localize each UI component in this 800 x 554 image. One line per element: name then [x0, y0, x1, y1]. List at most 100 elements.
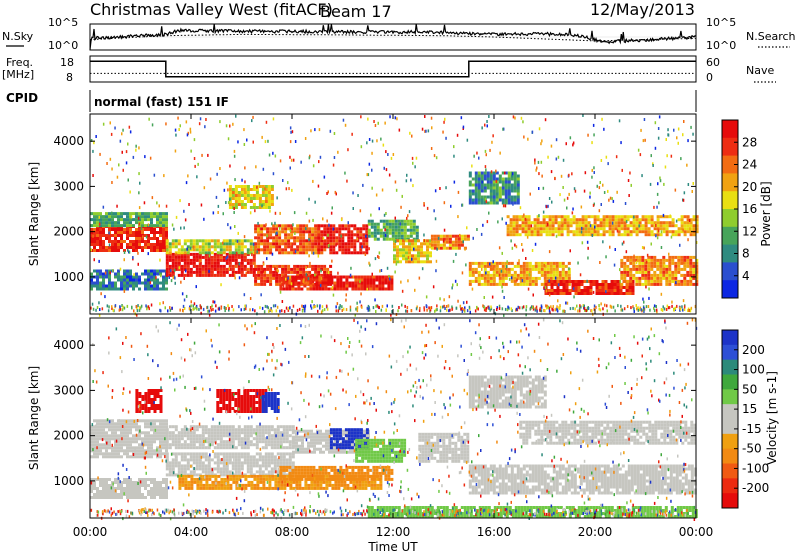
heat-cell [105, 496, 108, 499]
heat-speck [323, 308, 326, 312]
heat-cell [560, 227, 564, 231]
heat-cell [671, 258, 675, 262]
heat-cell [231, 188, 235, 191]
heat-cell [177, 452, 181, 456]
heat-cell [126, 434, 129, 438]
heat-speck [543, 219, 545, 223]
heat-cell [165, 261, 169, 265]
heat-cell [120, 428, 123, 432]
heat-cell [117, 221, 120, 225]
heat-cell [471, 183, 475, 187]
heat-cell [216, 461, 220, 465]
heat-cell [96, 487, 99, 490]
heat-cell [671, 279, 675, 283]
heat-cell [272, 239, 276, 243]
heat-cell [272, 227, 276, 231]
heat-cell [284, 236, 288, 240]
heat-speck [167, 309, 169, 313]
heat-speck [201, 153, 203, 157]
heat-speck [473, 154, 475, 158]
heat-speck [368, 138, 371, 141]
heat-cell [477, 261, 481, 265]
heat-cell [567, 261, 571, 265]
heat-cell [201, 242, 205, 246]
heat-cell [254, 230, 258, 234]
heat-cell [367, 219, 371, 223]
heat-speck [436, 304, 438, 308]
heat-cell [266, 245, 270, 249]
heat-cell [412, 225, 416, 229]
heat-cell [240, 203, 244, 206]
heat-cell [293, 236, 297, 240]
heat-cell [391, 234, 395, 238]
heat-cell [549, 276, 553, 280]
heat-cell [147, 437, 150, 441]
heat-cell [90, 437, 93, 441]
heat-cell [504, 276, 508, 280]
heat-speck [621, 308, 624, 312]
heat-cell [234, 467, 238, 471]
heat-cell [258, 455, 262, 459]
heat-cell [153, 278, 156, 282]
heat-cell [509, 224, 513, 228]
heat-cell [99, 215, 102, 219]
heat-cell [362, 227, 366, 231]
heat-cell [513, 186, 517, 190]
heat-cell [138, 484, 141, 487]
heat-speck [340, 218, 343, 222]
heat-cell [132, 490, 135, 493]
heat-cell [105, 249, 108, 252]
heat-cell [105, 493, 108, 496]
heat-speck [110, 132, 113, 136]
heat-speck [461, 203, 464, 207]
heat-cell [623, 279, 627, 283]
heat-cell [641, 215, 645, 219]
heat-cell [641, 224, 645, 228]
heat-cell [536, 215, 540, 219]
colorbar-swatch [722, 137, 738, 157]
heat-cell [344, 245, 348, 249]
heat-cell [123, 478, 126, 481]
heat-cell [345, 287, 349, 291]
heat-cell [246, 200, 250, 203]
heat-cell [237, 197, 241, 200]
heat-cell [665, 276, 669, 280]
heat-speck [391, 310, 393, 313]
heat-cell [93, 231, 96, 234]
heat-cell [108, 443, 111, 447]
heat-cell [533, 230, 537, 234]
heat-cell [162, 231, 165, 234]
heat-cell [249, 242, 253, 246]
heat-cell [329, 242, 333, 246]
heat-speck [121, 150, 123, 154]
heat-cell [524, 221, 528, 225]
heat-speck [538, 187, 540, 190]
heat-cell [605, 218, 609, 222]
heat-speck [285, 306, 288, 310]
heat-cell [332, 224, 336, 228]
heat-speck [568, 173, 570, 177]
heat-speck [453, 154, 455, 158]
heat-speck [582, 304, 584, 308]
heat-cell [183, 251, 187, 255]
heat-speck [476, 228, 478, 231]
heat-cell [471, 270, 475, 274]
heat-speck [501, 251, 503, 255]
heat-cell [129, 218, 132, 222]
heat-speck [310, 306, 313, 310]
heat-speck [395, 262, 398, 266]
heat-speck [302, 307, 305, 311]
heat-cell [135, 284, 138, 288]
heat-speck [418, 276, 421, 280]
heat-speck [96, 306, 99, 309]
heat-cell [613, 280, 617, 283]
heat-cell [629, 255, 633, 259]
heat-cell [93, 487, 96, 490]
heat-speck [555, 307, 558, 311]
heat-cell [483, 171, 487, 175]
heat-cell [129, 281, 132, 285]
heat-speck [489, 308, 491, 312]
heat-cell [584, 233, 588, 237]
heat-cell [513, 183, 517, 187]
heat-cell [504, 186, 508, 190]
